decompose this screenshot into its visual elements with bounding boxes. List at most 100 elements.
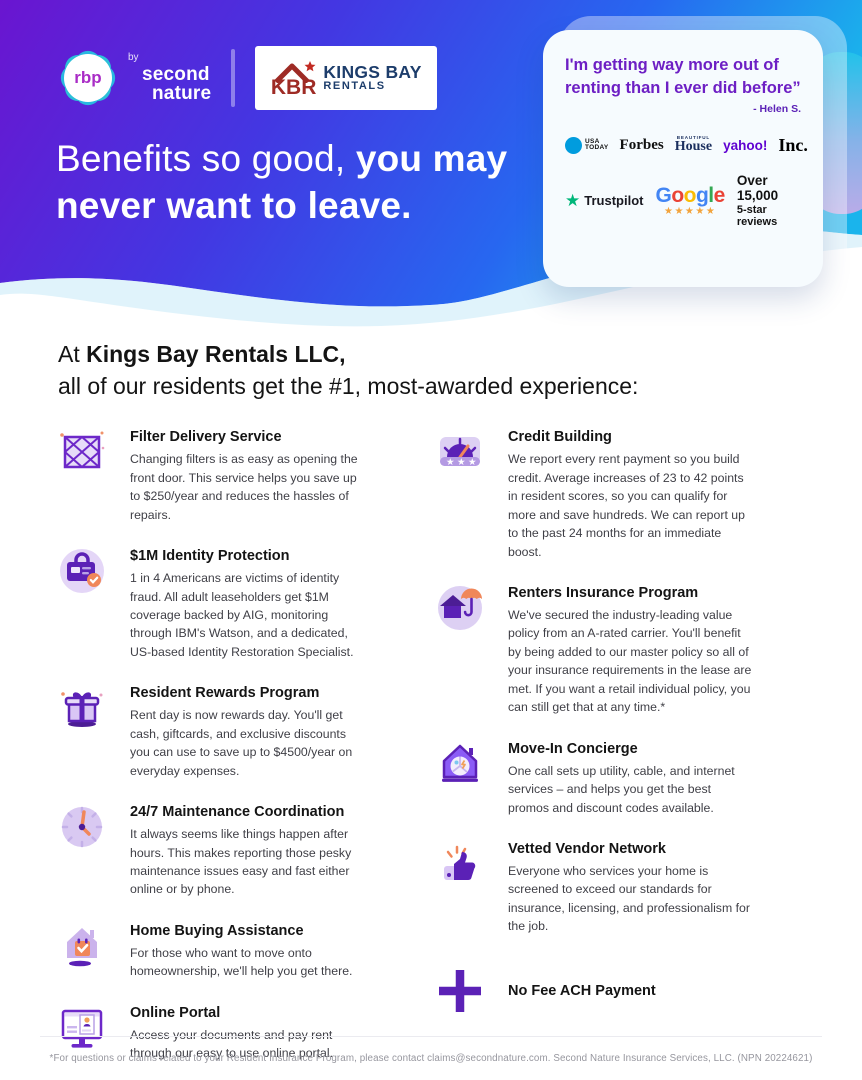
- gift-box-icon: [58, 684, 106, 732]
- computer-monitor-icon: [58, 1004, 106, 1052]
- benefit-text: Filter Delivery Service Changing filters…: [130, 428, 358, 524]
- benefits-column-left: Filter Delivery Service Changing filters…: [58, 428, 358, 1080]
- google-reviews-logo: Google ★★★★★: [655, 183, 726, 217]
- review-count: Over 15,000 5-star reviews: [737, 173, 801, 229]
- house-beautiful-large-text: House: [674, 139, 713, 155]
- intro-heading: At Kings Bay Rentals LLC, all of our res…: [58, 338, 804, 402]
- rbp-wordmark: rbp: [64, 54, 112, 102]
- trustpilot-label: Trustpilot: [584, 193, 644, 209]
- thumbs-up-icon: [436, 840, 484, 888]
- kbr-monogram-text: KBR: [270, 75, 317, 99]
- clock-icon: [58, 803, 106, 851]
- benefit-text: No Fee ACH Payment: [508, 983, 656, 999]
- benefit-body: We've secured the industry-leading value…: [508, 608, 752, 715]
- benefit-ach-payment: No Fee ACH Payment: [436, 967, 754, 1015]
- benefit-title: Filter Delivery Service: [130, 429, 282, 446]
- benefit-title: Renters Insurance Program: [508, 585, 699, 601]
- benefit-title: Resident Rewards Program: [130, 685, 320, 702]
- svg-text:★: ★: [468, 457, 477, 468]
- benefits-column-right: ★ ★ ★ Credit Building We report every re…: [436, 428, 754, 1037]
- benefit-credit-building: ★ ★ ★ Credit Building We report every re…: [436, 428, 754, 561]
- benefit-body: It always seems like things happen after…: [130, 827, 352, 897]
- benefit-body: Changing filters is as easy as opening t…: [130, 452, 358, 522]
- air-filter-icon: [58, 428, 106, 476]
- benefit-maintenance: 24/7 Maintenance Coordination It always …: [58, 803, 358, 899]
- reviews-row: ★ Trustpilot Google ★★★★★ Over 15,000 5-…: [565, 173, 801, 229]
- benefit-text: $1M Identity Protection 1 in 4 Americans…: [130, 547, 358, 661]
- by-label: by: [128, 52, 139, 63]
- yahoo-logo: yahoo!: [723, 137, 768, 153]
- benefit-text: Vetted Vendor Network Everyone who servi…: [508, 840, 754, 936]
- house-utilities-icon: [436, 740, 484, 788]
- testimonial-card: I'm getting way more out of renting than…: [543, 30, 823, 287]
- hero-banner: rbp by second nature KBR KINGS BAY R: [0, 0, 862, 332]
- benefit-body: One call sets up utility, cable, and int…: [508, 763, 735, 815]
- benefits-section: At Kings Bay Rentals LLC, all of our res…: [0, 332, 862, 1080]
- benefit-filter-delivery: Filter Delivery Service Changing filters…: [58, 428, 358, 524]
- benefit-title: Move-In Concierge: [508, 740, 638, 757]
- benefit-text: Renters Insurance Program We've secured …: [508, 584, 754, 717]
- footer-disclaimer: *For questions or claims related to your…: [49, 1053, 813, 1064]
- brand-row: rbp by second nature KBR KINGS BAY R: [54, 44, 438, 112]
- benefit-title: Vetted Vendor Network: [508, 840, 666, 857]
- benefit-move-in-concierge: Move-In Concierge One call sets up utili…: [436, 740, 754, 817]
- usa-today-line1: USA: [585, 137, 600, 145]
- intro-line2: all of our residents get the #1, most-aw…: [58, 373, 639, 400]
- benefit-vetted-vendor: Vetted Vendor Network Everyone who servi…: [436, 840, 754, 936]
- second-label: second: [142, 64, 210, 85]
- benefit-body: We report every rent payment so you buil…: [508, 452, 745, 559]
- usa-today-circle-icon: [565, 136, 582, 154]
- google-five-stars-icon: ★★★★★: [663, 205, 717, 217]
- headline-light-part: Benefits so good,: [56, 138, 356, 179]
- kings-bay-rentals-logo: KBR KINGS BAY RENTALS: [255, 46, 438, 110]
- google-wordmark: Google: [655, 183, 726, 207]
- benefit-online-portal: Online Portal Access your documents and …: [58, 1004, 358, 1063]
- google-letter: e: [713, 183, 726, 207]
- benefit-text: Home Buying Assistance For those who wan…: [130, 922, 358, 981]
- headline-bold-part1: you may: [355, 138, 508, 179]
- benefit-title: 24/7 Maintenance Coordination: [130, 804, 345, 821]
- quote-line2: renting than I ever did before”: [565, 78, 801, 97]
- nature-label: nature: [152, 83, 212, 104]
- credit-gauge-icon: ★ ★ ★: [436, 428, 484, 476]
- benefit-title: Online Portal: [130, 1004, 221, 1021]
- benefit-text: Online Portal Access your documents and …: [130, 1004, 358, 1063]
- plus-icon: [436, 967, 484, 1015]
- kbr-monogram-mark: KBR: [270, 59, 317, 99]
- benefit-body: Everyone who services your home is scree…: [508, 863, 750, 934]
- brand-divider: [231, 49, 236, 107]
- svg-text:★: ★: [457, 457, 466, 468]
- headline-bold-part2: never want to leave.: [56, 184, 412, 226]
- kbr-roof-star-icon: [273, 60, 316, 83]
- benefit-body: 1 in 4 Americans are victims of identity…: [130, 571, 354, 659]
- benefit-title: No Fee ACH Payment: [508, 982, 656, 999]
- google-letter: l: [708, 183, 714, 207]
- benefit-body: For those who want to move onto homeowne…: [130, 945, 353, 979]
- footer: *For questions or claims related to your…: [40, 1036, 822, 1064]
- kbr-name-line1: KINGS BAY: [323, 62, 422, 83]
- second-nature-logo: by second nature: [128, 53, 212, 104]
- quote-line1: I'm getting way more out of: [565, 56, 779, 74]
- benefit-identity-protection: $1M Identity Protection 1 in 4 Americans…: [58, 547, 358, 661]
- house-calendar-check-icon: [58, 922, 106, 970]
- benefit-renters-insurance: Renters Insurance Program We've secured …: [436, 584, 754, 717]
- benefit-text: Resident Rewards Program Rent day is now…: [130, 684, 358, 780]
- testimonial-attribution: - Helen S.: [753, 102, 801, 115]
- benefit-text: 24/7 Maintenance Coordination It always …: [130, 803, 358, 899]
- trustpilot-logo: ★ Trustpilot: [565, 192, 643, 209]
- testimonial-quote: I'm getting way more out of renting than…: [565, 54, 801, 100]
- benefit-body: Access your documents and pay rent throu…: [130, 1027, 334, 1061]
- kbr-name-block: KINGS BAY RENTALS: [323, 63, 421, 93]
- inc-logo: Inc.: [778, 134, 808, 155]
- benefit-home-buying: Home Buying Assistance For those who wan…: [58, 922, 358, 981]
- benefit-resident-rewards: Resident Rewards Program Rent day is now…: [58, 684, 358, 780]
- benefit-title: $1M Identity Protection: [130, 548, 290, 565]
- press-logos-row: USA TODAY Forbes Beautiful House yahoo! …: [565, 135, 808, 156]
- review-count-line2: 5-star reviews: [736, 203, 778, 229]
- house-umbrella-icon: [436, 584, 484, 632]
- google-letter: G: [655, 183, 672, 207]
- kbr-name-line2: RENTALS: [323, 80, 386, 93]
- house-beautiful-logo: Beautiful House: [674, 135, 713, 155]
- usa-today-logo: USA TODAY: [565, 136, 609, 154]
- intro-company: Kings Bay Rentals LLC,: [86, 341, 346, 367]
